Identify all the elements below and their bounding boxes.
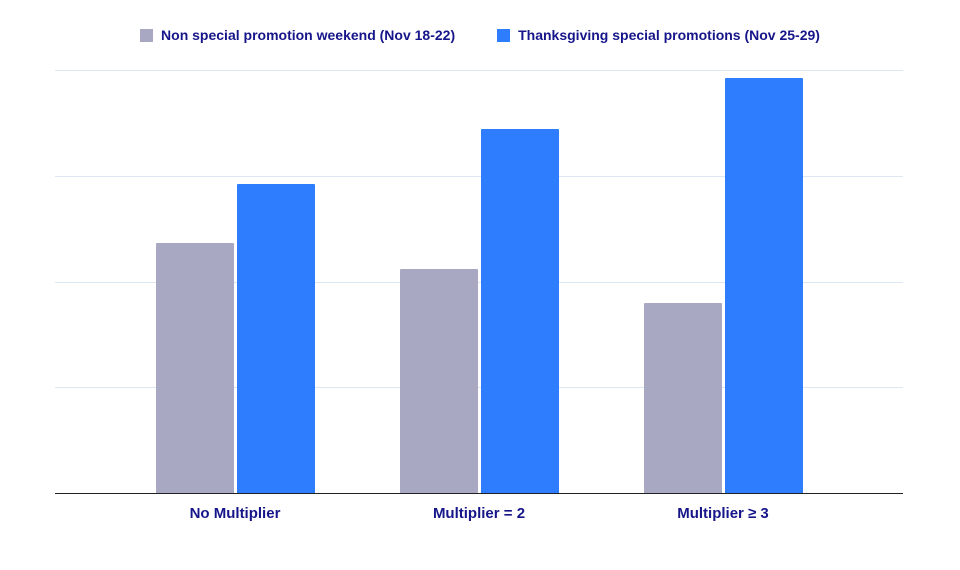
bar-group — [357, 70, 601, 493]
bar — [724, 78, 803, 493]
plot-area — [55, 70, 903, 494]
chart-legend: Non special promotion weekend (Nov 18-22… — [0, 27, 960, 43]
bar-groups — [55, 70, 903, 493]
x-axis-label-multiplier-3plus: Multiplier ≥ 3 — [677, 505, 769, 522]
bar — [155, 243, 234, 493]
legend-swatch-blue — [497, 28, 511, 42]
legend-label-non-special-weekend: Non special promotion weekend (Nov 18-22… — [161, 27, 456, 43]
bar — [236, 184, 315, 493]
gridline — [55, 70, 903, 71]
x-axis-labels: No Multiplier Multiplier = 2 Multiplier … — [55, 505, 903, 522]
legend-item-non-special-weekend: Non special promotion weekend (Nov 18-22… — [140, 27, 455, 43]
bar — [643, 302, 722, 493]
bar — [480, 129, 559, 493]
gridline — [55, 387, 903, 389]
legend-item-thanksgiving-promos: Thanksgiving special promotions (Nov 25-… — [497, 27, 820, 43]
bar-group — [601, 70, 845, 493]
legend-label-thanksgiving-promos: Thanksgiving special promotions (Nov 25-… — [518, 27, 820, 43]
bar — [399, 268, 478, 493]
x-axis-label-no-multiplier: No Multiplier — [189, 505, 281, 522]
legend-swatch-gray — [140, 28, 154, 42]
gridline — [55, 175, 903, 177]
gridline — [55, 281, 903, 283]
x-axis-label-multiplier-2: Multiplier = 2 — [432, 505, 526, 522]
bar-group — [113, 70, 357, 493]
